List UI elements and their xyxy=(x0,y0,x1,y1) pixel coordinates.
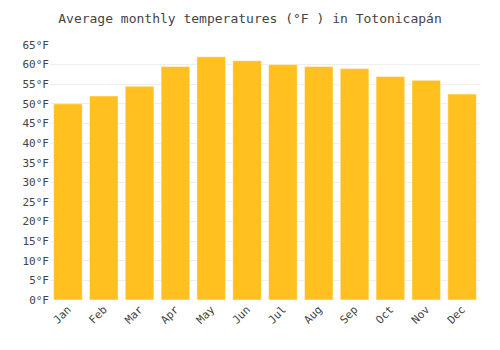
svg-text:5°F: 5°F xyxy=(29,274,49,287)
svg-text:Nov: Nov xyxy=(409,303,433,327)
svg-text:Jul: Jul xyxy=(266,303,289,326)
svg-text:May: May xyxy=(194,303,218,327)
svg-text:0°F: 0°F xyxy=(29,294,49,307)
svg-text:55°F: 55°F xyxy=(23,78,50,91)
svg-text:Aug: Aug xyxy=(302,303,325,326)
svg-text:30°F: 30°F xyxy=(23,176,50,189)
svg-text:Feb: Feb xyxy=(87,303,110,326)
svg-text:45°F: 45°F xyxy=(23,117,50,130)
svg-text:Dec: Dec xyxy=(445,303,468,326)
svg-text:65°F: 65°F xyxy=(23,39,50,52)
svg-text:10°F: 10°F xyxy=(23,255,50,268)
svg-text:Jan: Jan xyxy=(51,303,74,326)
svg-text:Jun: Jun xyxy=(230,303,253,326)
svg-text:25°F: 25°F xyxy=(23,196,50,209)
svg-text:Oct: Oct xyxy=(373,303,396,326)
svg-text:Sep: Sep xyxy=(337,303,360,326)
svg-text:40°F: 40°F xyxy=(23,137,50,150)
svg-text:15°F: 15°F xyxy=(23,235,50,248)
svg-text:60°F: 60°F xyxy=(23,58,50,71)
svg-text:20°F: 20°F xyxy=(23,215,50,228)
svg-text:35°F: 35°F xyxy=(23,157,50,170)
svg-text:Mar: Mar xyxy=(122,303,146,327)
svg-text:50°F: 50°F xyxy=(23,98,50,111)
svg-text:Average monthly temperatures (: Average monthly temperatures (°F ) in To… xyxy=(58,11,442,26)
svg-text:Apr: Apr xyxy=(158,303,182,327)
